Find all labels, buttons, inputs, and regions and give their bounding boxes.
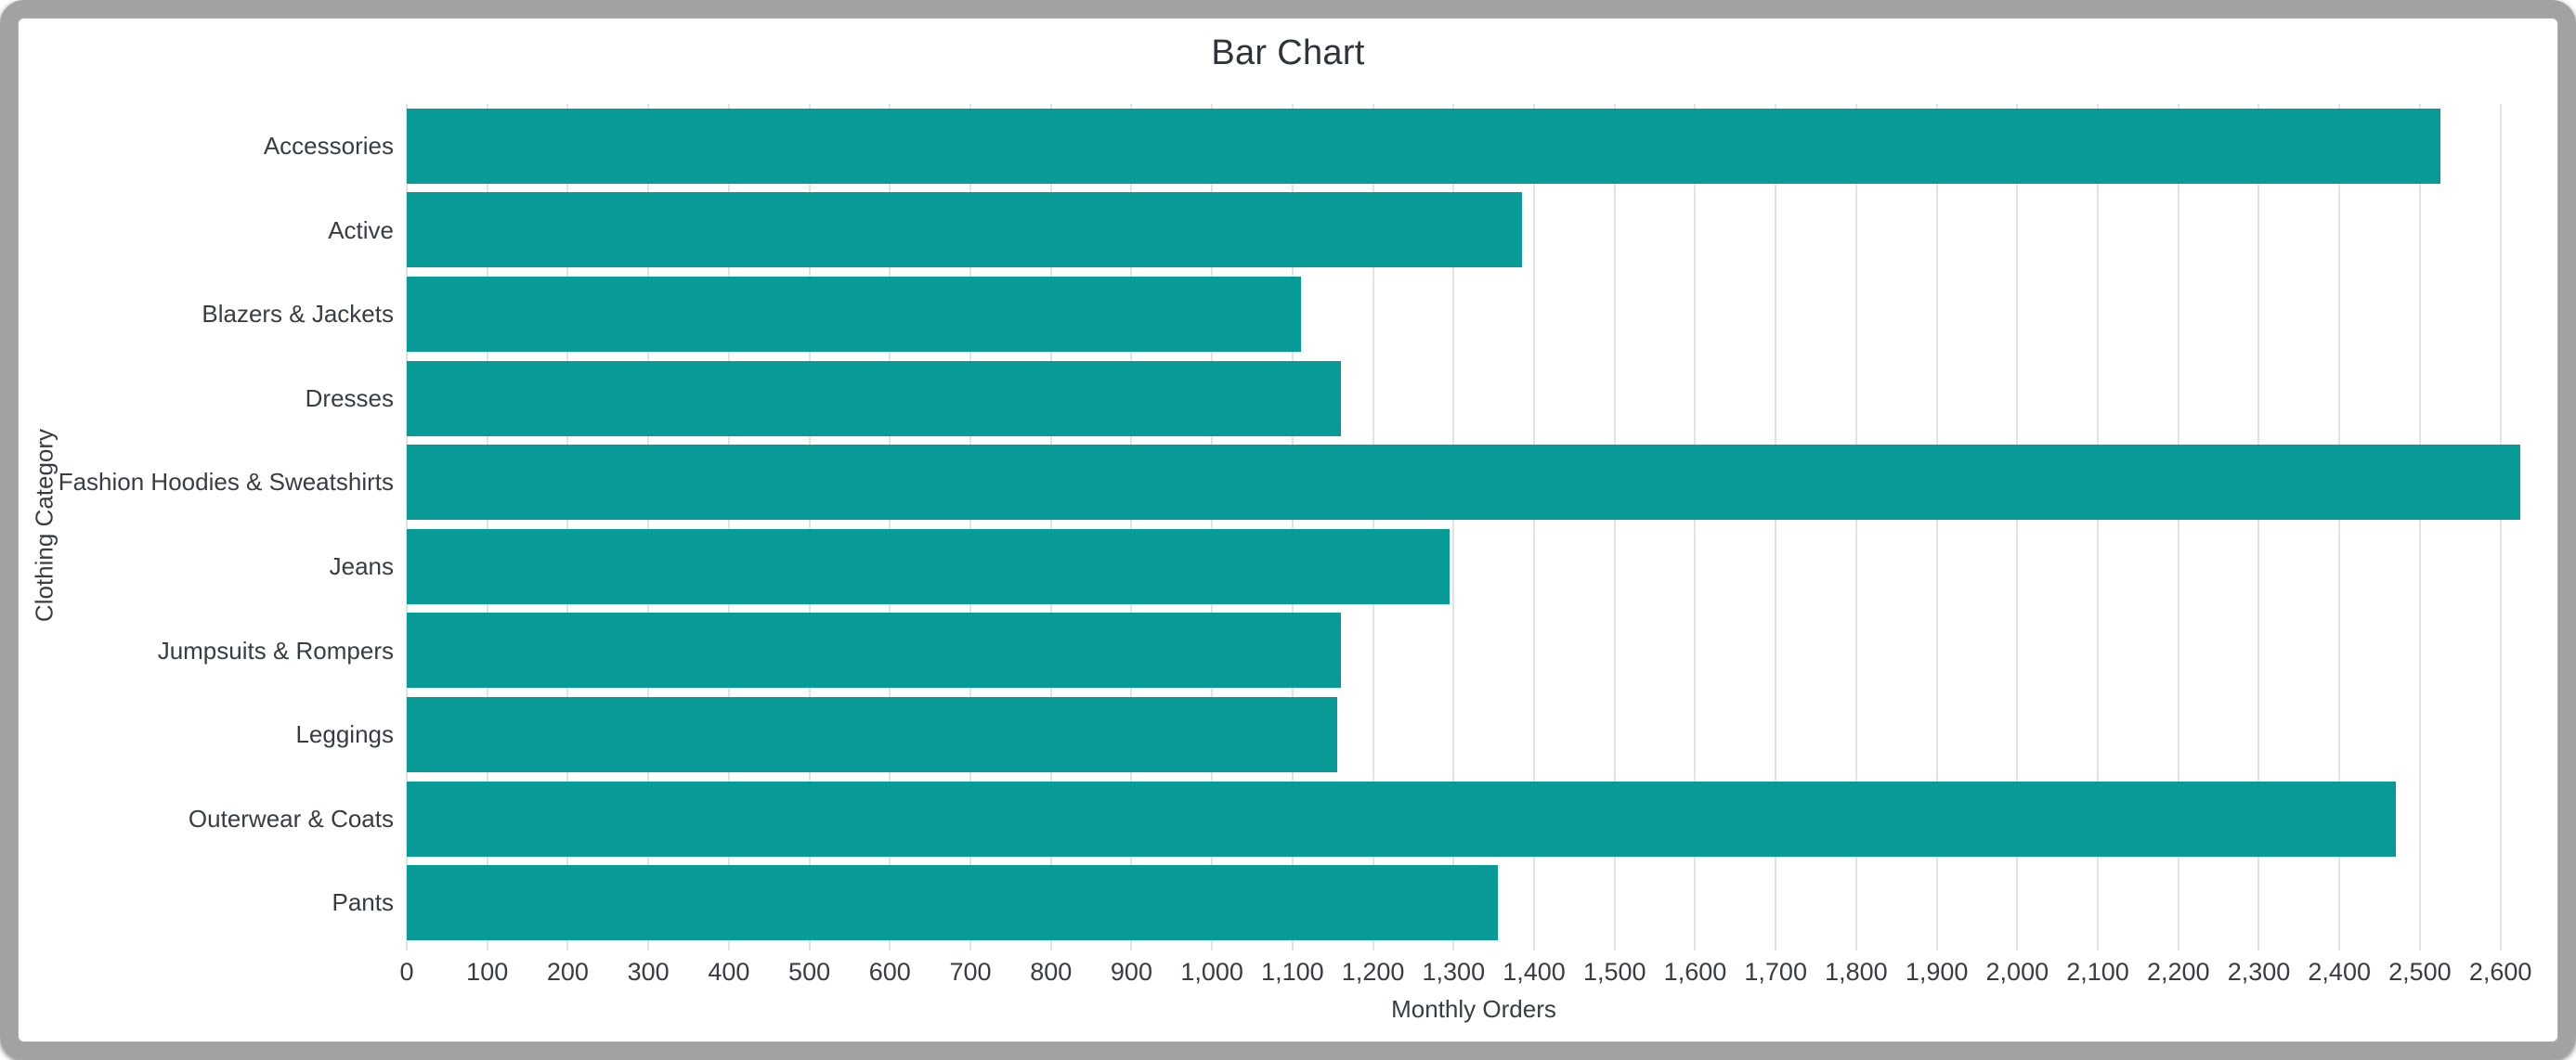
- x-tick-label-700: 700: [949, 958, 992, 986]
- gridline-x-1400: [1533, 104, 1536, 950]
- gridline-x-0: [406, 104, 408, 950]
- x-tick-label-400: 400: [708, 958, 750, 986]
- x-tick-label-2500: 2,500: [2388, 958, 2452, 986]
- bar-active[interactable]: [407, 192, 1522, 268]
- gridline-x-700: [969, 104, 972, 950]
- y-tick-label-dresses: Dresses: [305, 383, 394, 412]
- gridline-x-900: [1130, 104, 1133, 950]
- bar-outerwear-coats[interactable]: [407, 781, 2396, 857]
- gridline-x-600: [889, 104, 891, 950]
- gridline-x-800: [1049, 104, 1052, 950]
- gridline-x-1800: [1854, 104, 1857, 950]
- gridline-x-2300: [2257, 104, 2260, 950]
- x-tick-label-600: 600: [868, 958, 911, 986]
- bar-jeans[interactable]: [407, 528, 1450, 604]
- gridline-x-1000: [1211, 104, 1214, 950]
- y-tick-label-jumpsuits-rompers: Jumpsuits & Rompers: [157, 636, 394, 665]
- bar-dresses[interactable]: [407, 360, 1341, 436]
- gridline-x-2200: [2177, 104, 2179, 950]
- gridline-x-2000: [2016, 104, 2019, 950]
- x-tick-label-2000: 2,000: [1985, 958, 2049, 986]
- gridline-x-1200: [1372, 104, 1374, 950]
- x-tick-label-800: 800: [1030, 958, 1073, 986]
- gridline-x-400: [727, 104, 730, 950]
- gridline-x-1600: [1694, 104, 1697, 950]
- bar-fashion-hoodies-sweatshirts[interactable]: [407, 445, 2520, 521]
- gridline-x-1100: [1291, 104, 1294, 950]
- x-tick-label-900: 900: [1110, 958, 1152, 986]
- gridline-x-2400: [2338, 104, 2341, 950]
- gridline-x-1500: [1613, 104, 1616, 950]
- bar-jumpsuits-rompers[interactable]: [407, 613, 1341, 689]
- x-tick-label-2600: 2,600: [2468, 958, 2532, 986]
- gridline-x-2600: [2499, 104, 2502, 950]
- y-tick-label-outerwear-coats: Outerwear & Coats: [188, 804, 394, 833]
- x-tick-label-1400: 1,400: [1503, 958, 1566, 986]
- x-tick-label-1700: 1,700: [1744, 958, 1807, 986]
- gridline-x-300: [647, 104, 650, 950]
- x-tick-label-100: 100: [466, 958, 509, 986]
- x-tick-label-1000: 1,000: [1180, 958, 1243, 986]
- y-tick-label-leggings: Leggings: [295, 720, 394, 749]
- x-tick-label-1300: 1,300: [1422, 958, 1486, 986]
- x-tick-label-2400: 2,400: [2308, 958, 2371, 986]
- x-tick-label-1600: 1,600: [1663, 958, 1727, 986]
- bar-accessories[interactable]: [407, 108, 2440, 184]
- x-axis-title: Monthly Orders: [1391, 995, 1556, 1023]
- bar-blazers-jackets[interactable]: [407, 277, 1301, 352]
- x-tick-label-0: 0: [399, 958, 414, 986]
- gridline-x-500: [808, 104, 811, 950]
- gridline-x-100: [486, 104, 488, 950]
- gridline-x-200: [566, 104, 569, 950]
- y-tick-label-pants: Pants: [332, 888, 395, 917]
- x-tick-label-300: 300: [627, 958, 670, 986]
- x-tick-label-2300: 2,300: [2227, 958, 2291, 986]
- x-tick-label-1800: 1,800: [1825, 958, 1888, 986]
- x-tick-label-200: 200: [546, 958, 589, 986]
- x-tick-label-1500: 1,500: [1582, 958, 1646, 986]
- gridline-x-2500: [2418, 104, 2421, 950]
- x-tick-label-2100: 2,100: [2066, 958, 2129, 986]
- y-tick-label-fashion-hoodies-sweatshirts: Fashion Hoodies & Sweatshirts: [58, 468, 394, 497]
- gridline-x-2100: [2097, 104, 2100, 950]
- chart-title: Bar Chart: [1211, 33, 1365, 72]
- x-tick-label-1200: 1,200: [1341, 958, 1405, 986]
- x-tick-label-1100: 1,100: [1261, 958, 1324, 986]
- y-tick-label-active: Active: [328, 215, 394, 244]
- bar-pants[interactable]: [407, 865, 1498, 941]
- gridline-x-1700: [1775, 104, 1777, 950]
- y-axis-title: Clothing Category: [30, 428, 59, 623]
- gridline-x-1300: [1452, 104, 1455, 950]
- bar-leggings[interactable]: [407, 697, 1337, 772]
- x-tick-label-1900: 1,900: [1905, 958, 1969, 986]
- gridline-x-1900: [1935, 104, 1938, 950]
- y-tick-label-blazers-jackets: Blazers & Jackets: [202, 300, 394, 329]
- y-tick-label-accessories: Accessories: [263, 132, 394, 160]
- x-tick-label-2200: 2,200: [2146, 958, 2210, 986]
- x-tick-label-500: 500: [788, 958, 831, 986]
- y-tick-label-jeans: Jeans: [329, 552, 394, 580]
